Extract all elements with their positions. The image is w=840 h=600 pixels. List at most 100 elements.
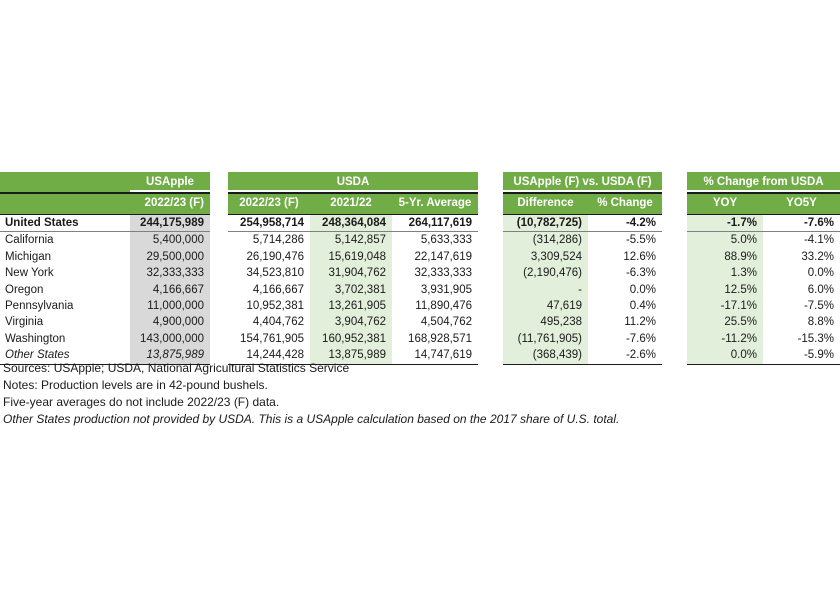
group-header-row-pct-change-from-usda: % Change from USDA: [687, 172, 840, 192]
table-block-comparison: USApple (F) vs. USDA (F) Difference % Ch…: [503, 172, 662, 365]
table-row: New York 32,333,333: [0, 265, 210, 282]
sub-header-usda-2021-22: 2021/22: [330, 197, 372, 209]
table-row: 495,238 11.2%: [503, 314, 662, 331]
table-row: 4,404,762 3,904,762 4,504,762: [228, 314, 478, 331]
cell-yo5y: 6.0%: [763, 281, 840, 298]
cell-pct-change: -6.3%: [588, 265, 662, 282]
cell-usda-2021-22: 248,364,084: [310, 215, 392, 232]
cell-usda-2021-22: 3,702,381: [310, 281, 392, 298]
cell-pct-change: 0.4%: [588, 297, 662, 315]
table-row: 5,714,286 5,142,857 5,633,333: [228, 232, 478, 249]
cell-yo5y: -4.1%: [763, 232, 840, 249]
table-row: 154,761,905 160,952,381 168,928,571: [228, 330, 478, 348]
sub-header-row-usda: 2022/23 (F) 2021/22 5-Yr. Average: [228, 192, 478, 214]
sub-header-state-blank: [0, 194, 130, 214]
sub-header-usda-5yr-average: 5-Yr. Average: [398, 197, 472, 209]
table-body-usapple: United States 244,175,989 California 5,4…: [0, 214, 210, 365]
table-row: 5.0% -4.1%: [687, 232, 840, 249]
cell-yo5y: -7.6%: [763, 215, 840, 232]
table-body-usda: 254,958,714 248,364,084 264,117,619 5,71…: [228, 214, 478, 365]
row-label: Other States: [5, 349, 70, 362]
cell-usapple-2022-23-f: 29,500,000: [130, 248, 210, 266]
cell-yoy: 0.0%: [687, 347, 763, 364]
cell-difference: (10,782,725): [503, 215, 588, 232]
table-row: Michigan 29,500,000: [0, 248, 210, 266]
table-row: -1.7% -7.6%: [687, 215, 840, 233]
cell-yoy: 12.5%: [687, 281, 763, 298]
note-sources: Sources: USApple; USDA, National Agricul…: [3, 361, 350, 375]
table-body-pct-change-from-usda: -1.7% -7.6% 5.0% -4.1% 88.9% 33.2% 1.3% …: [687, 214, 840, 365]
cell-usda-2022-23-f: 154,761,905: [228, 330, 310, 348]
row-label: Oregon: [5, 283, 44, 296]
production-tables: USApple 2022/23 (F) United States 244,17…: [0, 172, 840, 365]
table-row: Other States 13,875,989: [0, 347, 210, 364]
sub-header-usapple-2022-23-f: 2022/23 (F): [144, 197, 204, 209]
table-row: (368,439) -2.6%: [503, 347, 662, 364]
table-row: 10,952,381 13,261,905 11,890,476: [228, 297, 478, 315]
table-row: 1.3% 0.0%: [687, 265, 840, 282]
cell-yo5y: -7.5%: [763, 297, 840, 315]
table-row: (11,761,905) -7.6%: [503, 330, 662, 348]
group-header-blank-usapple: [0, 172, 130, 192]
cell-usda-5yr-average: 4,504,762: [392, 314, 478, 331]
cell-usapple-2022-23-f: 244,175,989: [130, 215, 210, 232]
cell-usda-2022-23-f: 34,523,810: [228, 265, 310, 282]
cell-usda-2022-23-f: 10,952,381: [228, 297, 310, 315]
table-row: 14,244,428 13,875,989 14,747,619: [228, 347, 478, 364]
cell-yo5y: 0.0%: [763, 265, 840, 282]
table-row: (314,286) -5.5%: [503, 232, 662, 249]
cell-usda-2021-22: 13,261,905: [310, 297, 392, 315]
table-row: 3,309,524 12.6%: [503, 248, 662, 266]
cell-usda-2021-22: 3,904,762: [310, 314, 392, 331]
group-header-usda: USDA: [228, 172, 478, 192]
table-block-usda: USDA 2022/23 (F) 2021/22 5-Yr. Average 2…: [228, 172, 478, 365]
cell-usda-2022-23-f: 4,166,667: [228, 281, 310, 298]
cell-pct-change: 12.6%: [588, 248, 662, 266]
table-row: 25.5% 8.8%: [687, 314, 840, 331]
cell-usda-5yr-average: 5,633,333: [392, 232, 478, 249]
group-header-usapple: USApple: [130, 172, 210, 192]
cell-yoy: -17.1%: [687, 297, 763, 315]
cell-difference: 3,309,524: [503, 248, 588, 266]
cell-pct-change: 11.2%: [588, 314, 662, 331]
cell-usda-2022-23-f: 5,714,286: [228, 232, 310, 249]
group-header-row-usapple: USApple: [0, 172, 210, 192]
cell-usda-5yr-average: 3,931,905: [392, 281, 478, 298]
cell-pct-change: -4.2%: [588, 215, 662, 232]
table-row: - 0.0%: [503, 281, 662, 298]
table-row: Oregon 4,166,667: [0, 281, 210, 298]
cell-pct-change: -5.5%: [588, 232, 662, 249]
table-row: 47,619 0.4%: [503, 297, 662, 315]
cell-difference: (314,286): [503, 232, 588, 249]
cell-yo5y: -15.3%: [763, 330, 840, 348]
cell-usda-5yr-average: 14,747,619: [392, 347, 478, 364]
cell-yoy: 25.5%: [687, 314, 763, 331]
cell-difference: (11,761,905): [503, 330, 588, 348]
sub-header-row-usapple: 2022/23 (F): [0, 192, 210, 214]
cell-usda-5yr-average: 32,333,333: [392, 265, 478, 282]
cell-usda-2022-23-f: 26,190,476: [228, 248, 310, 266]
cell-usda-2022-23-f: 4,404,762: [228, 314, 310, 331]
sub-header-yoy: YOY: [712, 197, 738, 209]
note-five-year-average: Five-year averages do not include 2022/2…: [3, 395, 280, 409]
row-label: United States: [5, 217, 79, 229]
group-header-row-comparison: USApple (F) vs. USDA (F): [503, 172, 662, 192]
table-row: United States 244,175,989: [0, 215, 210, 233]
cell-yo5y: 8.8%: [763, 314, 840, 331]
group-header-pct-change-from-usda: % Change from USDA: [687, 172, 840, 192]
cell-usda-2022-23-f: 254,958,714: [228, 215, 310, 232]
sub-header-row-comparison: Difference % Change: [503, 192, 662, 214]
sub-header-difference: Difference: [517, 197, 574, 209]
cell-usapple-2022-23-f: 4,900,000: [130, 314, 210, 331]
cell-pct-change: -7.6%: [588, 330, 662, 348]
cell-yoy: -11.2%: [687, 330, 763, 348]
cell-usda-5yr-average: 168,928,571: [392, 330, 478, 348]
cell-usda-2021-22: 13,875,989: [310, 347, 392, 364]
cell-usapple-2022-23-f: 5,400,000: [130, 232, 210, 249]
table-row: 0.0% -5.9%: [687, 347, 840, 364]
cell-yoy: 88.9%: [687, 248, 763, 266]
cell-usda-2021-22: 15,619,048: [310, 248, 392, 266]
table-block-usapple: USApple 2022/23 (F) United States 244,17…: [0, 172, 210, 365]
cell-difference: (368,439): [503, 347, 588, 364]
